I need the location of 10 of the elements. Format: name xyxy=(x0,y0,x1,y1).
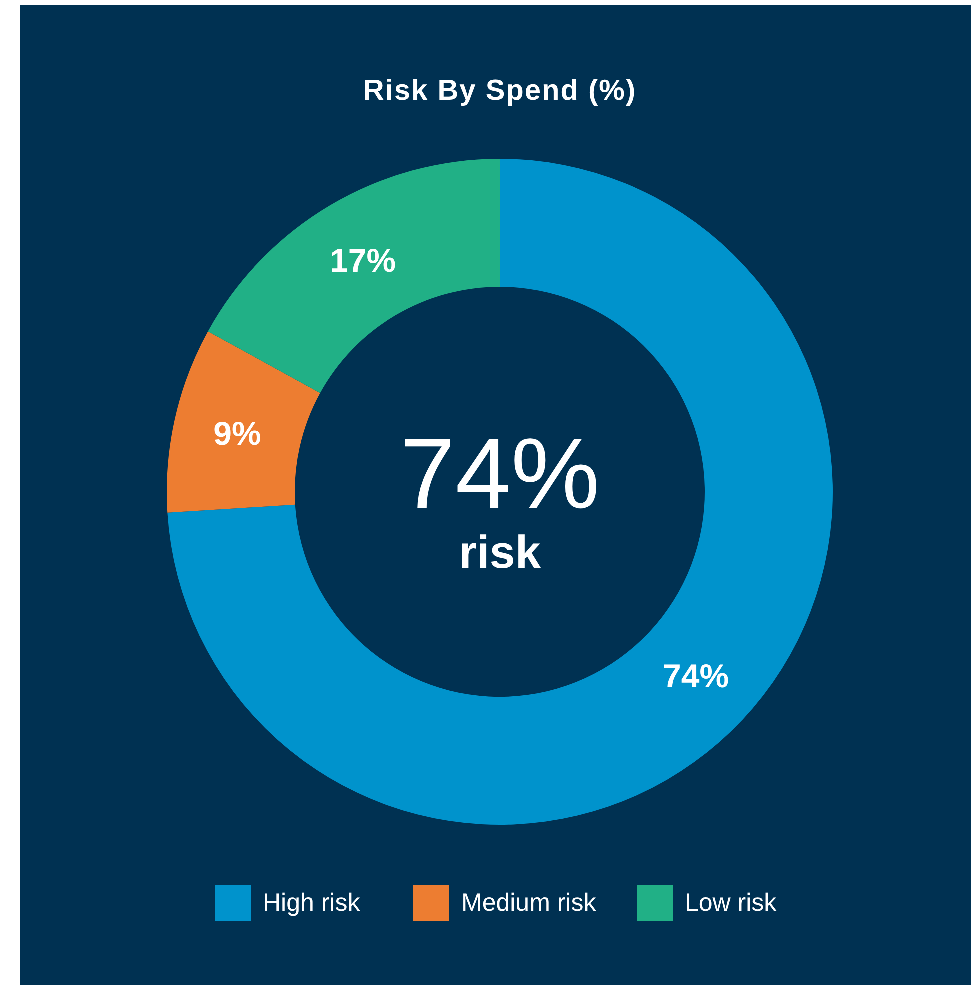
legend-label: High risk xyxy=(263,889,361,917)
chart-title: Risk By Spend (%) xyxy=(363,75,637,107)
donut-slice xyxy=(167,332,320,513)
data-label: 17% xyxy=(330,242,396,279)
legend-label: Medium risk xyxy=(462,889,597,917)
data-label: 9% xyxy=(214,414,262,452)
donut-slice xyxy=(168,159,833,825)
data-label: 74% xyxy=(663,658,730,695)
legend-label: Low risk xyxy=(685,889,778,917)
donut-slice xyxy=(208,159,500,394)
